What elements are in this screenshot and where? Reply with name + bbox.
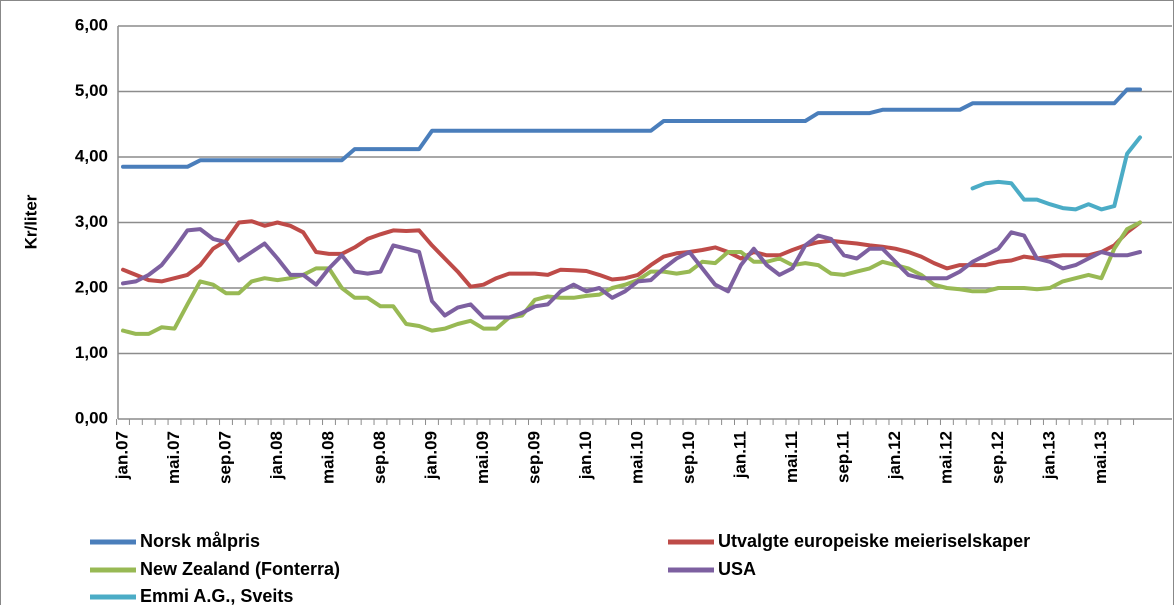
y-tick-label: 2,00 <box>75 277 108 296</box>
x-tick-label: mai.13 <box>1091 431 1110 484</box>
y-tick-label: 4,00 <box>75 146 108 165</box>
legend-label: New Zealand (Fonterra) <box>140 559 340 579</box>
x-tick-label: mai.08 <box>318 431 337 484</box>
x-tick-label: jan.11 <box>730 431 749 479</box>
series-line <box>121 220 1142 336</box>
x-tick-label: mai.09 <box>473 431 492 484</box>
x-tick-label: mai.07 <box>164 431 183 484</box>
x-tick-label: sep.07 <box>215 431 234 484</box>
x-tick-label: sep.11 <box>833 431 852 483</box>
y-tick-label: 6,00 <box>75 15 108 34</box>
legend-label: Emmi A.G., Sveits <box>140 586 293 605</box>
x-tick-label: jan.07 <box>112 431 131 480</box>
x-tick-label: jan.12 <box>885 431 904 480</box>
x-tick-label: sep.08 <box>370 431 389 484</box>
x-tick-label: mai.12 <box>936 431 955 484</box>
series-line <box>970 135 1142 212</box>
x-tick-label: sep.09 <box>524 431 543 484</box>
series-line <box>121 87 1142 169</box>
x-tick-label: jan.08 <box>267 431 286 480</box>
legend-label: USA <box>718 559 756 579</box>
series-line <box>121 227 1142 320</box>
legend-label: Norsk målpris <box>140 531 260 551</box>
x-tick-label: jan.09 <box>421 431 440 480</box>
x-tick-label: jan.13 <box>1039 431 1058 480</box>
y-axis-label: Kr/liter <box>21 194 40 249</box>
y-tick-label: 0,00 <box>75 408 108 427</box>
x-tick-label: mai.11 <box>782 431 801 483</box>
x-tick-label: mai.10 <box>627 431 646 484</box>
y-tick-label: 1,00 <box>75 343 108 362</box>
y-tick-label: 3,00 <box>75 212 108 231</box>
x-tick-label: sep.10 <box>679 431 698 484</box>
y-tick-label: 5,00 <box>75 81 108 100</box>
legend-label: Utvalgte europeiske meieriselskaper <box>718 531 1030 551</box>
x-tick-label: sep.12 <box>988 431 1007 484</box>
x-tick-label: jan.10 <box>576 431 595 480</box>
